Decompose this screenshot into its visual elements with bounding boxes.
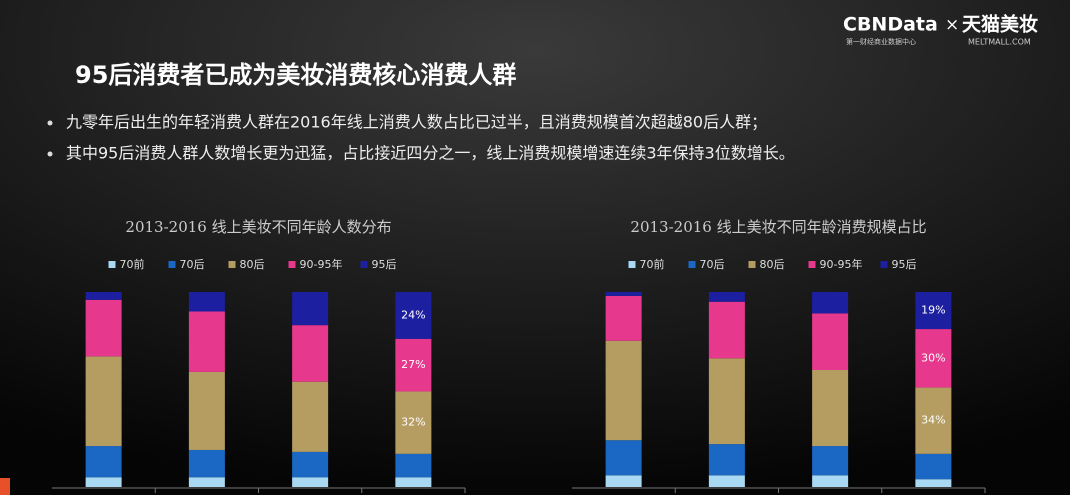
bar-segment: [812, 446, 849, 476]
bar-segment: [605, 295, 642, 341]
bullet-text: 其中95后消费人群人数增长更为迅猛，占比接近四分之一，线上消费规模增速连续3年保…: [66, 144, 795, 163]
bar-segment: [85, 356, 122, 447]
legend-swatch: [288, 261, 296, 268]
bar-segment: [915, 479, 952, 487]
bullet-text: 九零年后出生的年轻消费人群在2016年线上消费人数占比已过半，且消费规模首次超越…: [66, 113, 767, 132]
legend-swatch: [628, 261, 636, 268]
logo-cross: ×: [945, 15, 959, 35]
legend-label: 95后: [372, 258, 397, 271]
logo-partner: 天猫美妆: [962, 13, 1038, 36]
legend-label: 90-95年: [300, 257, 343, 271]
legend-label: 70后: [180, 258, 205, 271]
bullet-dot: [47, 120, 53, 126]
bar-segment: [708, 301, 745, 359]
legend-swatch: [808, 261, 816, 268]
bar-segment: [812, 475, 849, 487]
legend-label: 80后: [760, 258, 785, 271]
legend-swatch: [748, 261, 756, 268]
legend-label: 95后: [892, 258, 917, 271]
bar-segment: [395, 338, 432, 392]
value-label: 27%: [401, 358, 425, 371]
bar-segment: [812, 292, 849, 314]
bar-segment: [188, 311, 225, 372]
chart-title: 2013-2016 线上美妆不同年龄人数分布: [125, 218, 391, 236]
legend-label: 70前: [640, 257, 665, 271]
bar-segment: [85, 477, 122, 487]
bar-segment: [605, 475, 642, 487]
bar-segment: [292, 451, 329, 478]
bar-segment: [915, 329, 952, 388]
bar-segment: [188, 292, 225, 312]
bar-segment: [708, 292, 745, 302]
bar-segment: [605, 340, 642, 441]
legend-swatch: [880, 261, 888, 268]
bar-segment: [605, 292, 642, 296]
corner-accent: [0, 478, 10, 495]
bar-segment: [188, 449, 225, 478]
legend-label: 80后: [240, 258, 265, 271]
bar-segment: [395, 453, 432, 478]
legend-swatch: [108, 261, 116, 268]
bar-segment: [292, 381, 329, 452]
value-label: 32%: [401, 416, 425, 429]
bar-segment: [708, 358, 745, 445]
legend-swatch: [168, 261, 176, 268]
bar-segment: [915, 387, 952, 454]
bar-segment: [292, 325, 329, 382]
bar-segment: [915, 453, 952, 480]
bar-segment: [605, 440, 642, 476]
value-label: 24%: [401, 308, 425, 321]
bar-segment: [188, 371, 225, 450]
value-label: 19%: [921, 304, 945, 317]
bullet-dot: [47, 151, 53, 157]
logo-partner-sub: MELTMALL.COM: [968, 38, 1031, 47]
value-label: 34%: [921, 414, 945, 427]
bar-segment: [395, 477, 432, 487]
slide-title: 95后消费者已成为美妆消费核心消费人群: [75, 61, 516, 89]
legend-swatch: [360, 261, 368, 268]
legend-label: 70前: [120, 257, 145, 271]
bar-segment: [292, 292, 329, 326]
bar-segment: [812, 370, 849, 447]
bar-segment: [85, 292, 122, 300]
bar-segment: [395, 292, 432, 339]
bar-segment: [708, 475, 745, 487]
logo-brand-sub: 第一财经商业数据中心: [846, 37, 916, 46]
chart-title: 2013-2016 线上美妆不同年龄消费规模占比: [630, 218, 926, 236]
legend-label: 70后: [700, 258, 725, 271]
value-label: 30%: [921, 351, 945, 364]
logo-brand: CBNData: [843, 14, 938, 36]
bar-segment: [85, 446, 122, 478]
legend-swatch: [688, 261, 696, 268]
legend-label: 90-95年: [820, 257, 863, 271]
bar-segment: [188, 477, 225, 487]
bar-segment: [915, 292, 952, 330]
bar-segment: [395, 391, 432, 454]
bar-segment: [85, 299, 122, 357]
legend-swatch: [228, 261, 236, 268]
bar-segment: [292, 477, 329, 487]
bar-segment: [812, 313, 849, 370]
bar-segment: [708, 444, 745, 476]
